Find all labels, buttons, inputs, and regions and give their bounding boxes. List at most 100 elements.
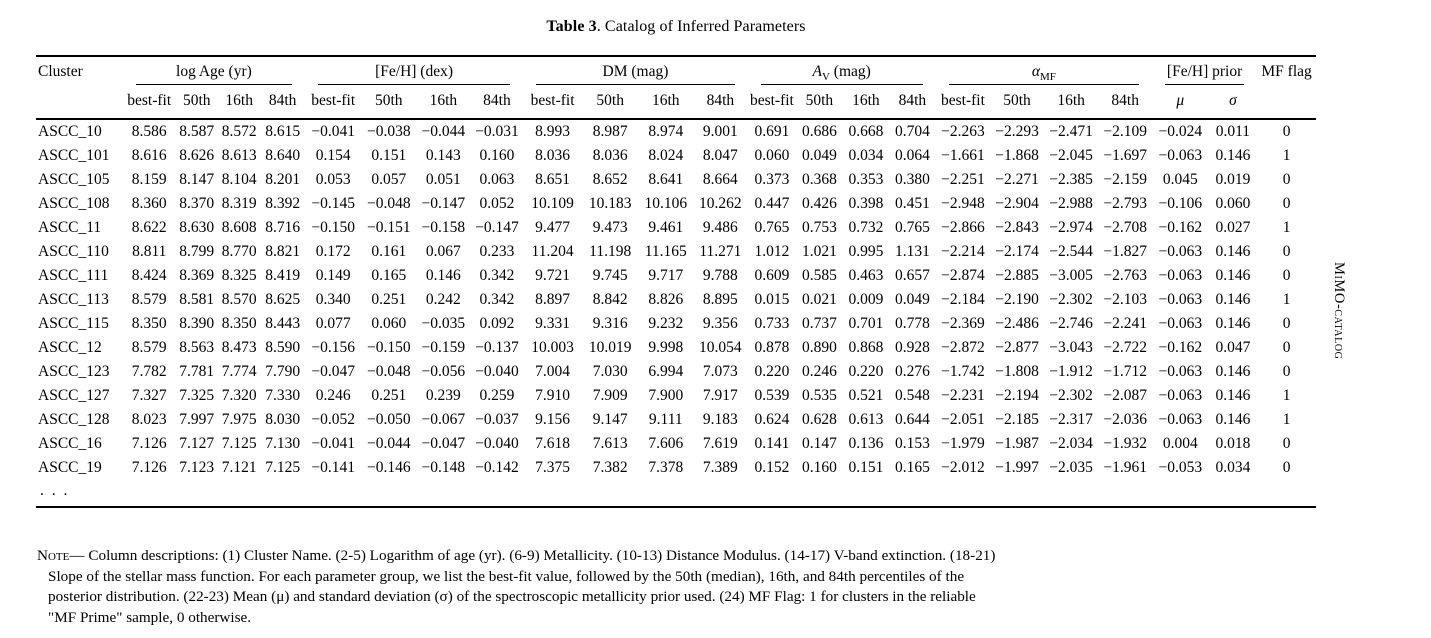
sub-header: 84th (889, 85, 936, 120)
value-cell: −2.293 (995, 123, 1039, 140)
value-cell: 0.160 (801, 459, 837, 476)
value-cell: 10.183 (588, 195, 632, 212)
value-cell: −2.763 (1103, 267, 1148, 284)
ellipsis-cell: . . . (36, 480, 1316, 508)
group-header-label: [Fe/H] prior (1165, 63, 1245, 85)
value-cell: 8.572 (221, 123, 257, 140)
value-cell: −0.038 (366, 123, 411, 140)
value-cell: 0.765 (894, 219, 930, 236)
table-body: ASCC_10 8.586 8.587 8.572 8.615 −0.041 −0.038−… (36, 119, 1316, 508)
value-cell: −1.868 (995, 147, 1039, 164)
value-cell: 1 (1282, 387, 1291, 404)
value-cell: 0.160 (479, 147, 515, 164)
value-cell: 0.092 (479, 315, 515, 332)
value-cell: 0.146 (425, 267, 461, 284)
value-cell: −0.031 (475, 123, 519, 140)
note-body: — Column descriptions: (1) Cluster Name.… (48, 547, 996, 626)
value-cell: −2.385 (1049, 171, 1093, 188)
value-cell: 0.045 (1162, 171, 1198, 188)
value-cell: −0.024 (1158, 123, 1203, 140)
value-cell: −0.041 (311, 123, 355, 140)
value-cell: 0.049 (894, 291, 930, 308)
value-cell: −2.722 (1103, 339, 1148, 356)
value-cell: 8.586 (131, 123, 167, 140)
value-cell: −0.044 (421, 123, 466, 140)
journal-sidebar-label: MiMO-catalog (1331, 262, 1347, 360)
value-cell: 1 (1282, 291, 1291, 308)
value-cell: 8.651 (535, 171, 570, 188)
value-cell: 8.023 (131, 411, 167, 428)
value-cell: 7.125 (221, 435, 257, 452)
value-cell: −1.827 (1103, 243, 1148, 260)
value-cell: 0 (1282, 315, 1291, 332)
value-cell: −2.190 (995, 291, 1039, 308)
value-cell: 0.053 (315, 171, 351, 188)
value-cell: 7.130 (265, 435, 301, 452)
value-cell: 7.606 (648, 435, 684, 452)
value-cell: 0.447 (754, 195, 790, 212)
value-cell: 8.826 (648, 291, 684, 308)
value-cell: −0.041 (311, 435, 355, 452)
value-cell: −2.174 (995, 243, 1039, 260)
value-cell: −2.231 (941, 387, 985, 404)
value-cell: 10.109 (531, 195, 574, 212)
sub-header: best-fit (747, 85, 797, 120)
sub-header: best-fit (523, 85, 582, 120)
value-cell: 7.389 (702, 459, 738, 476)
value-cell: −2.885 (995, 267, 1039, 284)
value-cell: 0.353 (848, 171, 884, 188)
value-cell: 0.146 (1215, 387, 1251, 404)
value-cell: 8.626 (179, 147, 215, 164)
value-cell: 7.917 (702, 387, 738, 404)
value-cell: 0.368 (801, 171, 837, 188)
value-cell: 0.143 (425, 147, 461, 164)
value-cell: −2.746 (1049, 315, 1093, 332)
value-cell: 0.060 (754, 147, 790, 164)
value-cell: 0 (1282, 459, 1291, 476)
value-cell: 0.077 (315, 315, 351, 332)
value-cell: 8.716 (265, 219, 301, 236)
value-cell: −2.708 (1103, 219, 1148, 236)
value-cell: −0.063 (1158, 243, 1203, 260)
value-cell: 0.246 (315, 387, 351, 404)
value-cell: −1.932 (1103, 435, 1148, 452)
sub-header: 16th (1043, 85, 1099, 120)
value-cell: −0.141 (311, 459, 355, 476)
group-name: [Fe/H] prior (1166, 63, 1243, 80)
value-cell: 7.774 (221, 363, 257, 380)
value-cell: 9.156 (535, 411, 570, 428)
value-cell: 0.624 (754, 411, 790, 428)
value-cell: −1.912 (1049, 363, 1093, 380)
value-cell: 0.995 (848, 243, 884, 260)
value-cell: 0.018 (1215, 435, 1251, 452)
value-cell: 8.419 (265, 267, 301, 284)
cluster-cell: ASCC_128 (38, 411, 110, 428)
cluster-cell: ASCC_111 (38, 267, 109, 284)
sub-header: 50th (175, 85, 218, 120)
value-cell: 8.579 (131, 339, 167, 356)
sub-header: 50th (581, 85, 639, 120)
value-cell: 8.821 (265, 243, 301, 260)
value-cell: 0.063 (479, 171, 515, 188)
value-cell: −1.808 (995, 363, 1039, 380)
table-title: Table 3. Catalog of Inferred Parameters (36, 18, 1316, 36)
value-cell: 8.201 (265, 171, 301, 188)
value-cell: −1.997 (995, 459, 1039, 476)
value-cell: 0.463 (848, 267, 884, 284)
value-cell: 10.003 (531, 339, 574, 356)
value-cell: −2.544 (1049, 243, 1093, 260)
value-cell: 0.928 (894, 339, 930, 356)
value-cell: 0.539 (754, 387, 790, 404)
value-cell: −1.979 (941, 435, 985, 452)
value-cell: −2.184 (941, 291, 985, 308)
value-cell: 7.004 (535, 363, 570, 380)
sub-header: best-fit (935, 85, 991, 120)
value-cell: 7.320 (221, 387, 257, 404)
group-header-label: αMF (948, 63, 1140, 85)
value-cell: 0.246 (801, 363, 837, 380)
value-cell: −2.036 (1103, 411, 1148, 428)
table-number-label: Table 3 (546, 18, 597, 35)
value-cell: −0.044 (366, 435, 411, 452)
value-cell: 8.473 (221, 339, 257, 356)
value-cell: 0.668 (848, 123, 884, 140)
